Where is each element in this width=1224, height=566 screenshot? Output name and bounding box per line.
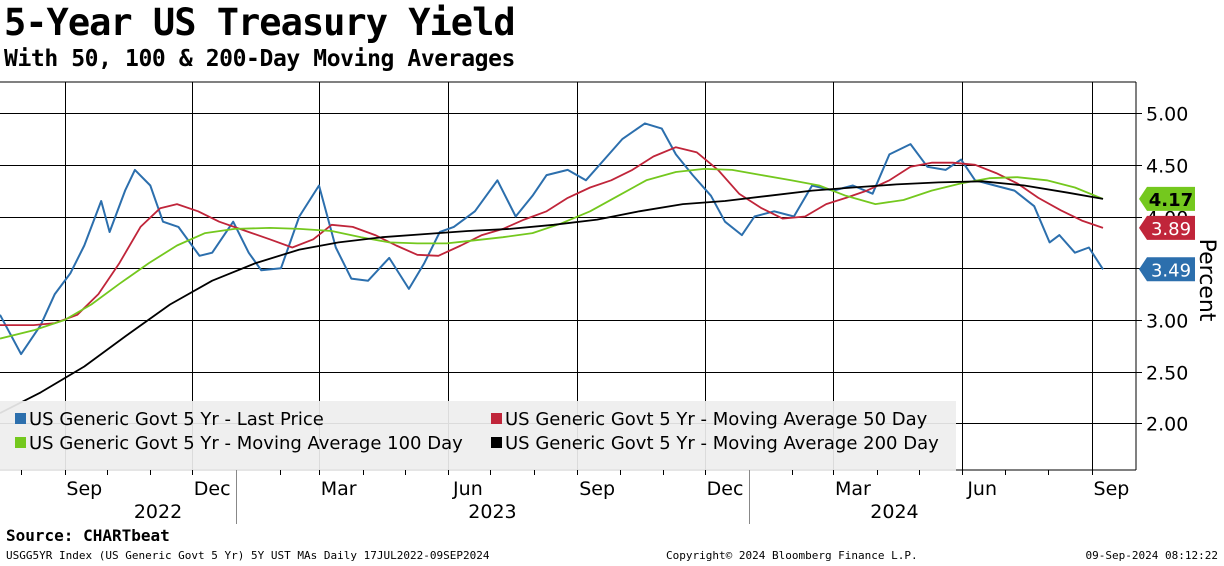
legend-swatch xyxy=(491,437,502,448)
end-tag-value: 4.17 xyxy=(1149,190,1193,211)
series-lines xyxy=(0,122,1104,414)
legend-label: US Generic Govt 5 Yr - Moving Average 10… xyxy=(29,433,463,454)
x-year-label: 2023 xyxy=(468,501,516,523)
x-tick-label: Sep xyxy=(66,478,102,500)
x-tick-label: Dec xyxy=(707,478,744,500)
x-tick-label: Sep xyxy=(579,478,615,500)
y-tick-label: 5.00 xyxy=(1146,104,1188,126)
footer-timestamp: 09-Sep-2024 08:12:22 xyxy=(1085,549,1218,562)
chart-title: 5-Year US Treasury Yield xyxy=(4,1,516,44)
y-axis-label: Percent xyxy=(1194,239,1219,322)
end-tag-value: 3.49 xyxy=(1151,260,1191,281)
series-line-3 xyxy=(0,180,1104,414)
x-tick-label: Jun xyxy=(452,478,483,500)
x-year-label: 2024 xyxy=(870,501,918,523)
end-tag xyxy=(1139,186,1195,211)
footer-index-info: USGG5YR Index (US Generic Govt 5 Yr) 5Y … xyxy=(6,549,490,562)
legend: US Generic Govt 5 Yr - Last Price US Gene… xyxy=(0,401,956,471)
legend-label: US Generic Govt 5 Yr - Moving Average 20… xyxy=(505,433,939,454)
series-line-1 xyxy=(0,146,1104,326)
legend-label: US Generic Govt 5 Yr - Last Price xyxy=(29,409,324,430)
x-tick-label: Mar xyxy=(835,478,871,500)
y-tick-label: 2.50 xyxy=(1146,363,1188,385)
x-tick-label: Jun xyxy=(966,478,997,500)
end-tag xyxy=(1139,257,1195,282)
x-tick-label: Mar xyxy=(321,478,357,500)
y-tick-label: 4.50 xyxy=(1146,156,1188,178)
legend-swatch xyxy=(15,437,26,448)
legend-swatch xyxy=(491,413,502,424)
end-labels: 4.17 3.89 3.49 xyxy=(1139,186,1195,282)
x-year-label: 2022 xyxy=(134,501,182,523)
end-tag xyxy=(1139,215,1195,240)
source-label: Source: CHARTbeat xyxy=(6,526,170,545)
x-tick-label: Sep xyxy=(1094,478,1130,500)
y-tick-label: 3.00 xyxy=(1146,311,1188,333)
series-line-0 xyxy=(0,122,1104,356)
y-tick-label: 2.00 xyxy=(1146,414,1188,436)
legend-label: US Generic Govt 5 Yr - Moving Average 50… xyxy=(505,409,928,430)
chart-subtitle: With 50, 100 & 200-Day Moving Averages xyxy=(4,46,515,72)
legend-swatch xyxy=(15,413,26,424)
series-line-2 xyxy=(0,168,1104,340)
x-tick-label: Dec xyxy=(194,478,231,500)
end-tag-value: 3.89 xyxy=(1151,219,1191,240)
footer-copyright: Copyright© 2024 Bloomberg Finance L.P. xyxy=(666,549,918,562)
legend-box xyxy=(0,401,956,471)
axes: 5.004.504.003.503.002.502.00SepDecMarJun… xyxy=(21,104,1219,524)
